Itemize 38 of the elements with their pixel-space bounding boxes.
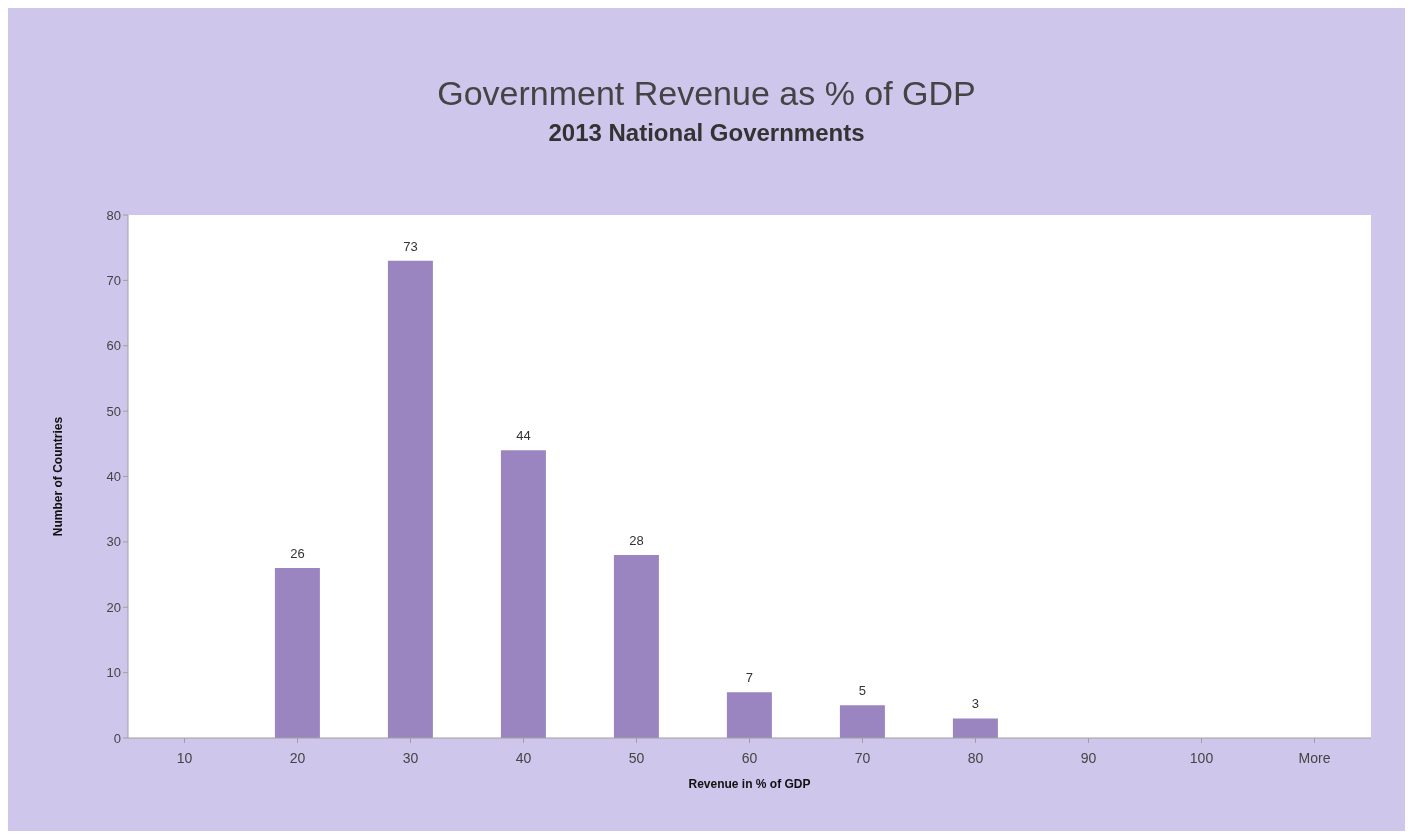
y-tick-label: 70 xyxy=(106,272,121,288)
bar xyxy=(613,554,659,738)
bar xyxy=(839,705,885,738)
x-axis-title: Revenue in % of GDP xyxy=(688,777,811,791)
x-tick-label: 60 xyxy=(741,749,758,766)
y-tick-label: 50 xyxy=(106,403,121,419)
data-label: 5 xyxy=(858,683,867,699)
y-tick-label: 30 xyxy=(106,534,121,550)
y-axis-title: Number of Countries xyxy=(51,416,66,537)
x-tick-label: 90 xyxy=(1080,749,1097,766)
bar xyxy=(726,692,772,738)
x-tick-label: 20 xyxy=(289,749,306,766)
x-tick-label: 80 xyxy=(967,749,984,766)
y-tick-label: 40 xyxy=(106,469,121,485)
x-tick-label: 30 xyxy=(402,749,419,766)
x-tick-label: 50 xyxy=(628,749,645,766)
y-tick-label: 60 xyxy=(106,338,121,354)
y-tick-label: 80 xyxy=(106,207,121,223)
chart-title: Government Revenue as % of GDP xyxy=(436,74,977,113)
data-label: 26 xyxy=(290,546,305,562)
bar xyxy=(952,718,998,738)
y-tick-label: 0 xyxy=(113,730,121,746)
bar xyxy=(387,260,433,738)
chart-subtitle: 2013 National Governments xyxy=(547,119,866,147)
data-label: 7 xyxy=(745,670,754,686)
data-label: 3 xyxy=(971,696,980,712)
data-label: 44 xyxy=(516,428,531,444)
x-tick-label: 10 xyxy=(176,749,193,766)
data-label: 73 xyxy=(403,238,418,254)
bar xyxy=(274,568,320,738)
y-tick-label: 20 xyxy=(106,599,121,615)
x-tick-label: More xyxy=(1298,749,1331,766)
x-tick-label: 100 xyxy=(1189,749,1214,766)
x-tick-label: 70 xyxy=(854,749,871,766)
bar xyxy=(500,450,546,738)
x-tick-label: 40 xyxy=(515,749,532,766)
data-label: 28 xyxy=(629,532,644,548)
y-tick-label: 10 xyxy=(106,665,121,681)
